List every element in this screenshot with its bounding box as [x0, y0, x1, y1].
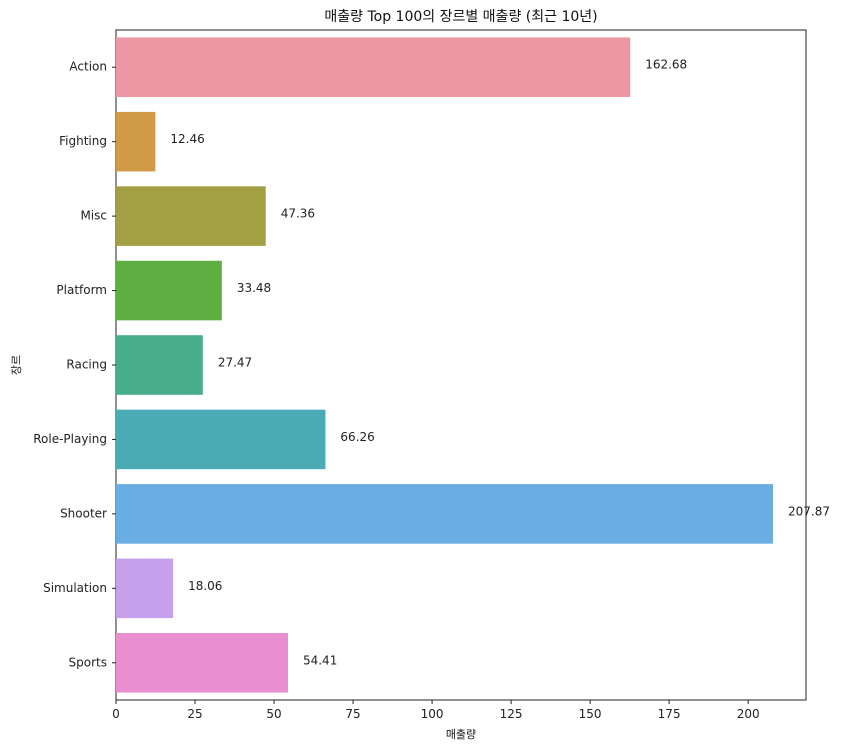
y-tick-label: Action	[69, 60, 107, 74]
bars-group	[116, 37, 774, 693]
bar-fighting	[116, 111, 156, 172]
data-label: 207.87	[788, 504, 830, 518]
y-tick-label: Sports	[69, 655, 107, 669]
data-label: 12.46	[170, 132, 204, 146]
bar-platform	[116, 260, 222, 321]
y-tick-label: Shooter	[60, 506, 107, 520]
x-tick-label: 50	[266, 707, 281, 721]
data-label: 66.26	[340, 430, 374, 444]
x-axis-label: 매출량	[446, 728, 476, 741]
x-tick-label: 75	[345, 707, 360, 721]
y-tick-label: Fighting	[59, 134, 107, 148]
y-tick-label: Simulation	[43, 581, 107, 595]
bar-shooter	[116, 484, 774, 544]
bar-racing	[116, 335, 203, 395]
x-ticks-group: 0 25 50 75 100 125 150 175 200	[112, 700, 760, 721]
y-tick-label: Misc	[80, 209, 107, 223]
bar-role-playing	[116, 409, 326, 470]
data-label: 47.36	[281, 207, 315, 221]
bar-sports	[116, 633, 288, 693]
x-tick-label: 175	[658, 707, 681, 721]
bar-action	[116, 37, 631, 97]
data-label: 162.68	[645, 58, 687, 72]
data-label: 54.41	[303, 653, 337, 667]
x-tick-label: 25	[187, 707, 202, 721]
data-labels-group: 162.68 12.46 47.36 33.48 27.47 66.26 207.87 18.…	[170, 58, 830, 668]
data-label: 33.48	[237, 281, 271, 295]
x-tick-label: 100	[421, 707, 444, 721]
y-tick-label: Racing	[66, 358, 107, 372]
y-tick-label: Role-Playing	[33, 432, 107, 446]
x-tick-label: 200	[737, 707, 760, 721]
x-tick-label: 125	[500, 707, 523, 721]
bar-simulation	[116, 558, 174, 619]
chart-title: 매출량 Top 100의 장르별 매출량 (최근 10년)	[324, 9, 597, 25]
y-ticks-group: Action Fighting Misc Platform Racing Role-Pla…	[33, 60, 116, 669]
bar-misc	[116, 186, 266, 246]
y-tick-label: Platform	[56, 283, 107, 297]
x-tick-label: 150	[579, 707, 602, 721]
y-axis-label: 장르	[10, 355, 23, 375]
x-tick-label: 0	[112, 707, 120, 721]
data-label: 27.47	[218, 356, 252, 370]
data-label: 18.06	[188, 579, 222, 593]
